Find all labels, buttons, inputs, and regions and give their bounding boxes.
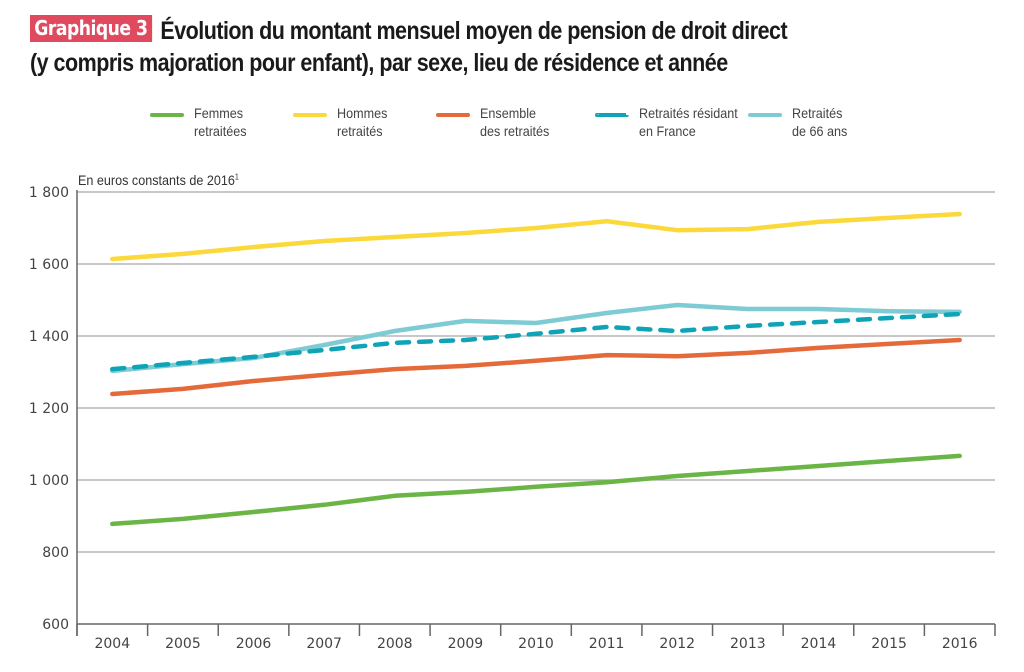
y-unit-label: En euros constants de 20161: [78, 172, 239, 188]
y-tick-label: 1 600: [29, 257, 69, 273]
chart-header: Graphique 3 Évolution du montant mensuel …: [30, 15, 1010, 79]
series-lines: [110, 211, 962, 527]
legend-item-hommes: Hommes retraités: [293, 104, 393, 140]
legend-swatch-hommes: [293, 113, 327, 117]
chart-title: Graphique 3 Évolution du montant mensuel …: [30, 15, 873, 79]
title-text-1: Évolution du montant mensuel moyen de pe…: [160, 17, 788, 45]
x-tick-label: 2007: [306, 636, 342, 652]
x-tick-label: 2015: [871, 636, 907, 652]
legend-label-66ans: Retraités de 66 ans: [792, 105, 848, 139]
x-tick-label: 2005: [165, 636, 201, 652]
series-line-femmes-retrait-es: [110, 453, 962, 527]
y-tick-label: 600: [42, 617, 69, 633]
legend-swatch-ensemble: [436, 113, 470, 117]
title-line-2: (y compris majoration pour enfant), par …: [30, 49, 728, 77]
legend-label-hommes: Hommes retraités: [337, 105, 388, 139]
y-tick-label: 1 800: [29, 185, 69, 201]
x-tick-label: 2013: [730, 636, 766, 652]
x-tick-label: 2012: [659, 636, 695, 652]
legend-item-femmes: Femmes retraitées: [150, 104, 252, 140]
legend-swatch-france: [595, 113, 629, 117]
legend-label-france: Retraités résidant en France: [639, 105, 738, 139]
x-tick-label: 2016: [942, 636, 978, 652]
title-line-1: Graphique 3 Évolution du montant mensuel …: [30, 15, 873, 47]
legend-swatch-66ans: [748, 113, 782, 117]
series-line-hommes-retrait-s: [110, 211, 962, 262]
legend-item-ensemble: Ensemble des retraités: [436, 104, 557, 140]
x-tick-label: 2008: [377, 636, 413, 652]
y-tick-label: 800: [42, 545, 69, 561]
x-tick-label: 2006: [236, 636, 272, 652]
x-tick-label: 2011: [589, 636, 625, 652]
x-tick-label: 2009: [448, 636, 484, 652]
series-line-ensemble-des-retrait-s: [110, 337, 962, 397]
x-tick-label: 2004: [94, 636, 130, 652]
legend-item-66ans: Retraités de 66 ans: [748, 104, 854, 140]
y-tick-label: 1 200: [29, 401, 69, 417]
legend-label-ensemble: Ensemble des retraités: [480, 105, 550, 139]
x-tick-label: 2010: [518, 636, 554, 652]
footnote-marker: 1: [234, 172, 239, 182]
x-tick-label: 2014: [801, 636, 837, 652]
y-tick-labels: 600 800 1 000 1 200 1 400 1 600 1 800: [29, 185, 69, 633]
y-tick-label: 1 000: [29, 473, 69, 489]
legend-item-france: Retraités résidant en France: [595, 104, 749, 140]
gridlines: [77, 191, 995, 553]
y-tick-label: 1 400: [29, 329, 69, 345]
legend-swatch-femmes: [150, 113, 184, 117]
legend-label-femmes: Femmes retraitées: [194, 105, 247, 139]
x-tick-labels: 2004 2005 2006 2007 2008 2009 2010 2011 2012 2013…: [94, 636, 977, 652]
axes: [76, 190, 996, 636]
graphique-tag: Graphique 3: [30, 15, 152, 42]
